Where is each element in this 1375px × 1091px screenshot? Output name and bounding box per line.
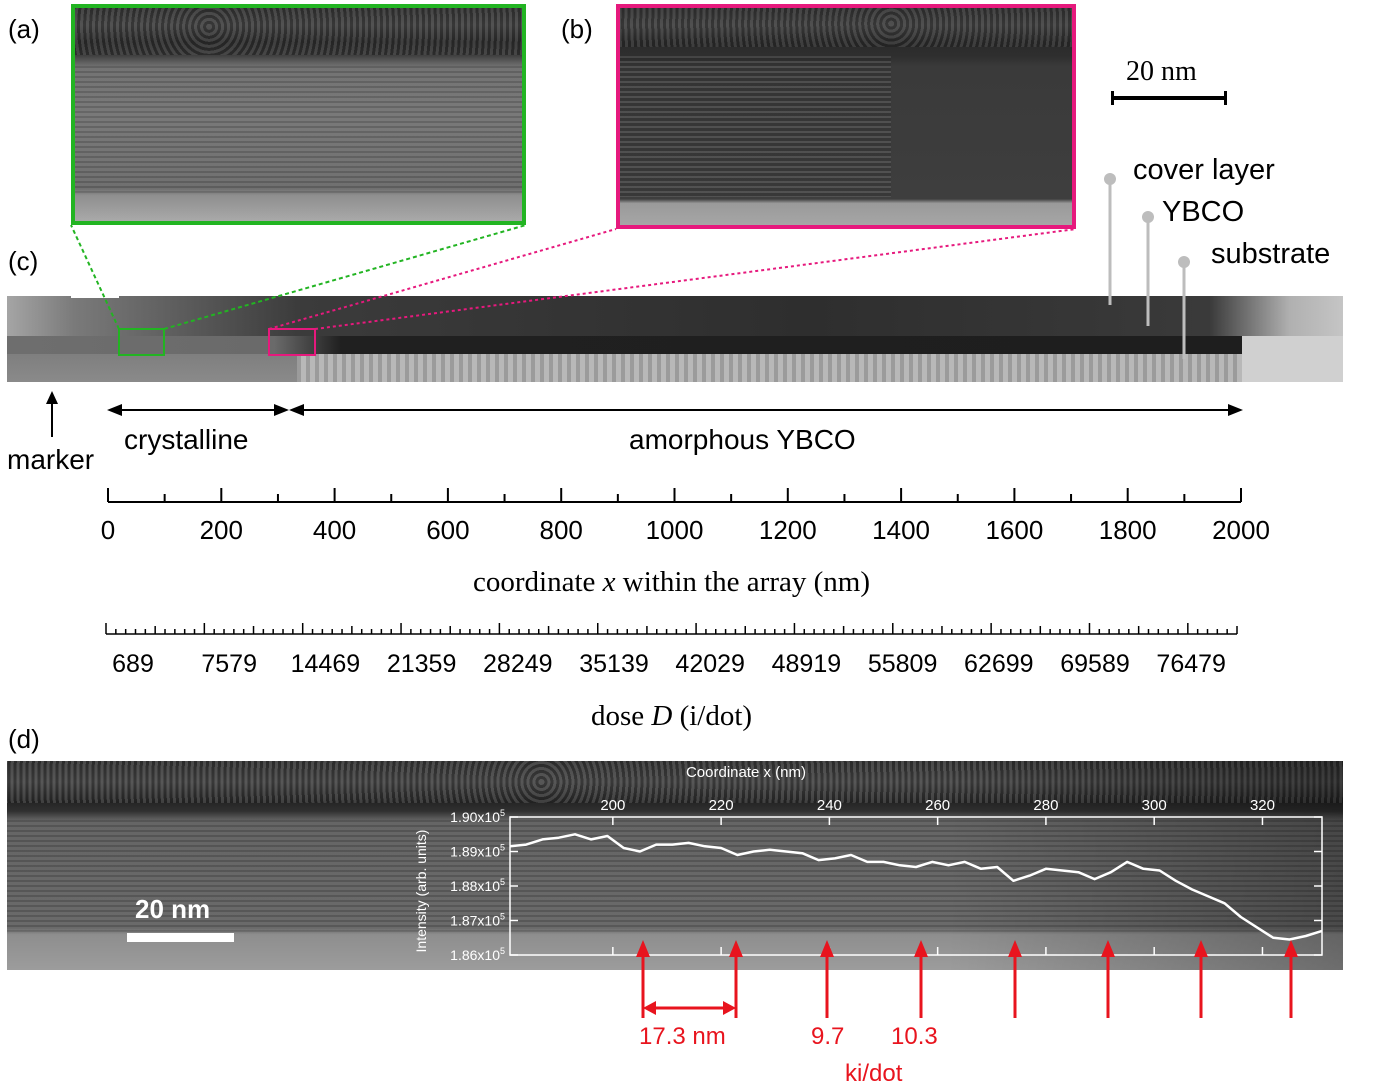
x-tick-label: 1800 [1098,515,1157,545]
chart-x-tick-label: 320 [1250,797,1275,814]
scalebar-top [1111,96,1227,100]
dose-tick-label: 55809 [867,650,938,678]
layer-pins [1104,173,1190,359]
tem-image-a [71,4,526,225]
dose-tick-label: 69589 [1060,650,1130,678]
dose-tick-label: 42029 [675,650,745,678]
amorphous-label: amorphous YBCO [629,424,856,455]
x-tick-label: 600 [426,515,470,545]
dose-tick-label: 35139 [579,650,649,678]
panel-label-a: (a) [8,14,40,44]
chart-y-tick-label: 1.90x105 [450,808,505,825]
chart-y-tick-label: 1.88x105 [450,877,505,894]
marker-arrow [46,391,58,437]
zoom-box-b [268,328,316,356]
chart-x-tick-label: 280 [1033,797,1058,814]
amorphous-arrow [289,404,1243,416]
scalebar-label-top: 20 nm [1126,56,1197,87]
x-axis [107,488,1242,503]
zoom-box-a [118,328,165,356]
panel-label-d: (d) [8,724,40,754]
scalebar-d [127,933,234,942]
chart-x-tick-label: 200 [600,797,625,814]
x-tick-label: 0 [100,515,116,545]
dose-tick-label: 48919 [771,650,842,678]
x-tick-label: 1000 [645,515,704,545]
x-tick-label: 1200 [758,515,817,545]
x-tick-label: 2000 [1212,515,1270,545]
chart-y-title: Intensity (arb. units) [413,830,429,953]
x-tick-label: 1400 [872,515,931,545]
crystalline-arrow [107,404,289,416]
x-tick-label: 1600 [985,515,1044,545]
dose-axis-title: dose D (i/dot) [590,700,753,732]
marker-label: marker [7,444,95,475]
spacing-label-1: 17.3 nm [639,1023,726,1050]
panel-label-b: (b) [561,14,593,44]
chart-x-tick-label: 240 [817,797,842,814]
layer-label-substrate: substrate [1211,238,1331,270]
chart-x-tick-label: 260 [925,797,950,814]
intensity-series-line [509,833,1323,941]
tem-image-c [7,296,1343,382]
chart-x-tick-label: 300 [1142,797,1167,814]
panel-label-c: (c) [8,246,39,276]
dose-tick-label: 689 [112,650,154,678]
dose-tick-label: 14469 [290,650,361,678]
dose-tick-label: 28249 [483,650,553,678]
spacing-bracket [643,1001,736,1015]
chart-y-tick-label: 1.86x105 [450,946,505,963]
chart-y-tick-label: 1.87x105 [450,912,505,929]
layer-label-ybco: YBCO [1162,196,1245,228]
spacing-label-3: 10.3 [891,1023,938,1050]
x-tick-label: 200 [199,515,243,545]
chart-x-tick-label: 220 [709,797,734,814]
dose-tick-label: 62699 [964,650,1034,678]
spacing-unit-label: ki/dot [845,1060,903,1087]
chart-y-tick-label: 1.89x105 [450,843,505,860]
scalebar-label-d: 20 nm [135,894,211,924]
dose-tick-label: 7579 [201,650,257,678]
x-tick-label: 400 [312,515,357,545]
chart-x-title: Coordinate x (nm) [686,764,806,781]
x-axis-title: coordinate x within the array (nm) [473,566,870,598]
dose-tick-label: 76479 [1156,650,1226,678]
tem-image-b [616,4,1076,229]
spacing-label-2: 9.7 [811,1023,845,1050]
dose-axis [105,623,1238,635]
dose-tick-label: 21359 [386,650,457,678]
layer-label-cover: cover layer [1133,154,1275,186]
crystalline-label: crystalline [124,424,249,455]
x-tick-label: 800 [539,515,583,545]
